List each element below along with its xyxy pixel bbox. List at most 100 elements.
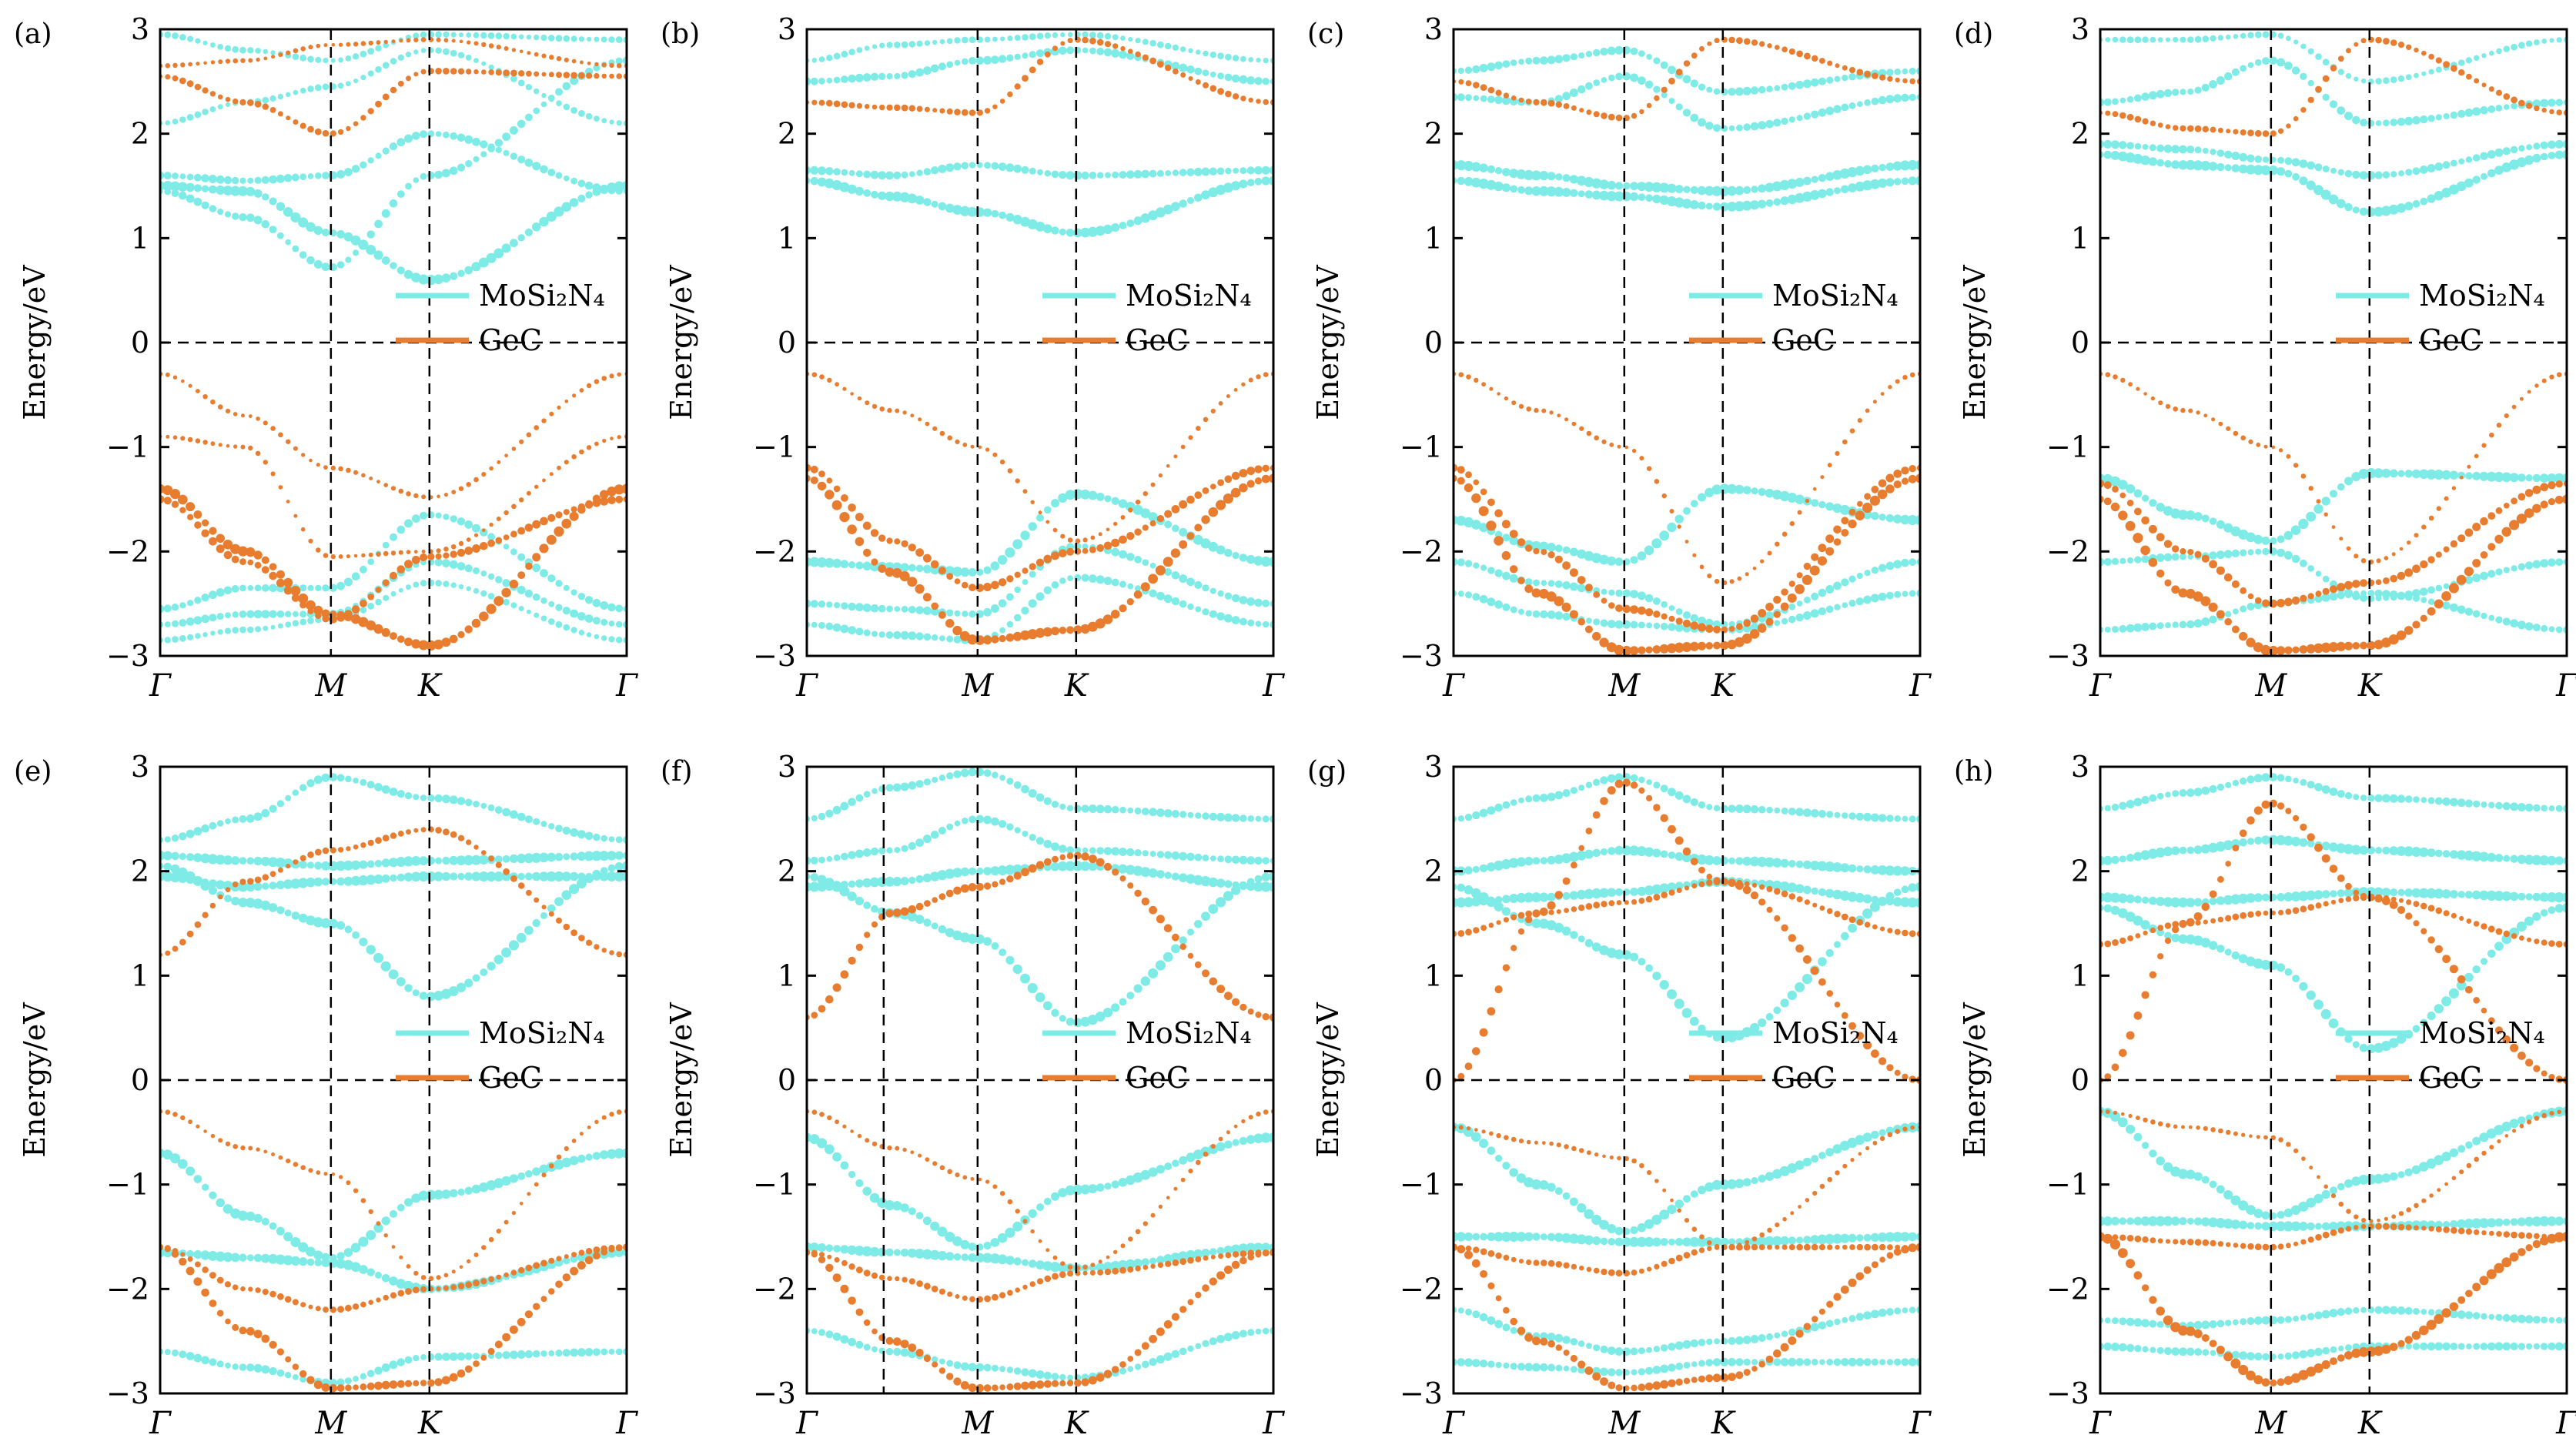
band-point	[1103, 804, 1112, 814]
band-point	[510, 152, 518, 160]
band-point	[1585, 51, 1593, 58]
band-point	[240, 444, 246, 450]
band-point	[216, 613, 224, 620]
band-point	[1494, 901, 1504, 912]
band-point	[1689, 1016, 1699, 1026]
band-point	[2352, 642, 2360, 650]
band-point	[1795, 1160, 1805, 1170]
band-point	[2504, 503, 2510, 509]
band-point	[1089, 172, 1097, 179]
band-point	[410, 856, 421, 866]
band-point	[1119, 171, 1127, 179]
band-point	[1894, 590, 1902, 598]
band-point	[2223, 573, 2233, 582]
band-point	[2256, 442, 2261, 447]
band-point	[2322, 93, 2330, 101]
band-point	[501, 243, 511, 253]
band-point	[584, 1348, 594, 1356]
band-point	[594, 944, 600, 950]
band-point	[2142, 144, 2149, 150]
band-point	[886, 847, 893, 854]
band-point	[832, 623, 841, 632]
band-point	[1788, 580, 1795, 587]
band-point	[2223, 523, 2233, 533]
band-point	[1810, 861, 1820, 871]
band-point	[466, 537, 471, 542]
band-point	[443, 1285, 449, 1291]
band-point	[1614, 191, 1624, 202]
band-point	[1600, 47, 1608, 56]
band-point	[2141, 555, 2149, 564]
band-point	[901, 171, 908, 179]
band-point	[502, 1351, 510, 1360]
band-point	[983, 1384, 992, 1392]
kpoint-label: Γ	[615, 1406, 638, 1441]
band-point	[1119, 604, 1127, 613]
band-point	[900, 1348, 909, 1357]
band-point	[2179, 145, 2187, 154]
band-point	[953, 770, 962, 778]
band-point	[847, 891, 857, 901]
band-point	[465, 55, 472, 61]
band-point	[1188, 76, 1193, 81]
band-point	[989, 1253, 1000, 1264]
band-point	[263, 625, 269, 631]
band-point	[2173, 37, 2179, 43]
band-point	[488, 855, 494, 862]
band-point	[2217, 35, 2224, 41]
band-point	[563, 1256, 570, 1265]
band-point	[179, 619, 187, 627]
band-point	[1842, 74, 1848, 82]
band-point	[1555, 173, 1563, 181]
band-point	[2291, 158, 2300, 167]
band-point	[2330, 65, 2337, 72]
band-point	[1878, 564, 1887, 572]
band-point	[862, 73, 871, 82]
band-point	[1202, 1284, 1209, 1292]
band-point	[420, 794, 427, 801]
band-point	[2448, 184, 2459, 195]
band-point	[1817, 861, 1828, 871]
band-point	[600, 497, 609, 506]
band-point	[2419, 166, 2428, 174]
band-point	[1022, 579, 1029, 585]
band-point	[1532, 857, 1541, 865]
band-point	[1216, 878, 1226, 888]
kpoint-label: M	[1607, 668, 1641, 704]
band-point	[601, 1115, 607, 1120]
band-point	[534, 71, 540, 77]
band-point	[1193, 167, 1203, 176]
band-point	[1142, 54, 1149, 61]
band-point	[290, 212, 301, 222]
band-point	[1172, 1159, 1179, 1167]
band-point	[1773, 198, 1781, 206]
band-point	[1470, 177, 1481, 188]
band-point	[1226, 1130, 1230, 1135]
band-point	[2315, 85, 2322, 93]
band-point	[931, 1286, 938, 1293]
band-point	[1217, 855, 1224, 863]
band-point	[811, 58, 818, 63]
band-point	[1173, 454, 1178, 459]
band-point	[832, 1152, 842, 1162]
band-point	[246, 814, 255, 823]
band-point	[1478, 506, 1489, 517]
band-point	[360, 50, 367, 58]
band-point	[1667, 643, 1677, 654]
band-point	[2404, 568, 2414, 577]
band-point	[495, 146, 502, 153]
band-point	[1028, 864, 1037, 873]
band-point	[960, 1239, 970, 1249]
band-point	[2126, 36, 2134, 43]
band-point	[1549, 410, 1554, 415]
band-point	[509, 810, 518, 819]
band-point	[216, 880, 226, 890]
band-point	[301, 453, 306, 457]
band-point	[1051, 801, 1059, 808]
band-point	[420, 580, 427, 587]
band-point	[2554, 495, 2564, 504]
band-point	[2216, 550, 2225, 560]
band-point	[1509, 530, 1518, 538]
band-point	[1178, 1251, 1189, 1262]
band-point	[1803, 176, 1812, 186]
